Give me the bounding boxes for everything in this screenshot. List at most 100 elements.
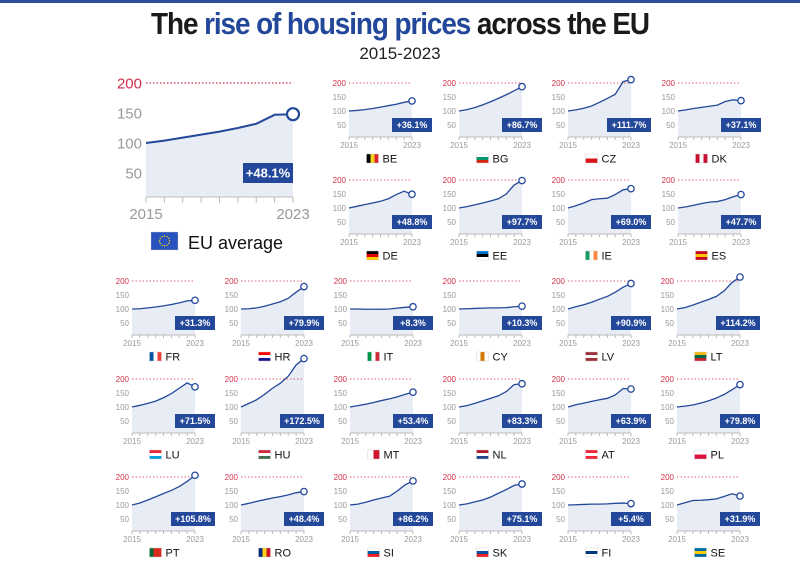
y-tick-label: 150 bbox=[443, 487, 457, 496]
y-tick-label: 150 bbox=[334, 291, 348, 300]
flag-stripe bbox=[694, 548, 707, 551]
flag-stripe bbox=[585, 554, 598, 557]
panel-lu: 50 100 150 200 2015 2023 +71.5% LU bbox=[116, 375, 215, 462]
change-badge bbox=[284, 512, 324, 526]
end-point-marker bbox=[627, 75, 635, 84]
eu-star bbox=[168, 237, 170, 240]
y-tick-label: 50 bbox=[447, 121, 456, 130]
y-tick-label: 100 bbox=[443, 204, 457, 213]
x-tick-label: 2023 bbox=[513, 141, 531, 150]
y-tick-label: 50 bbox=[666, 218, 675, 227]
series-line bbox=[677, 193, 742, 209]
change-label: +48.4% bbox=[289, 514, 320, 524]
change-label: +75.1% bbox=[507, 514, 538, 524]
flag-stripe bbox=[695, 251, 708, 254]
flag-stripe bbox=[694, 454, 707, 459]
y-tick-label: 200 bbox=[552, 79, 566, 88]
change-badge bbox=[720, 414, 760, 428]
y-tick-label: 200 bbox=[443, 473, 457, 482]
x-tick-label: 2015 bbox=[123, 535, 141, 544]
y-tick-label: 150 bbox=[116, 291, 130, 300]
end-point-marker bbox=[408, 97, 416, 105]
flag-stripe bbox=[258, 358, 271, 361]
change-label: +48.8% bbox=[397, 217, 428, 227]
end-point-marker bbox=[300, 354, 308, 363]
flag-stripe bbox=[476, 352, 481, 361]
eu-star bbox=[159, 237, 161, 240]
flag-icon bbox=[366, 153, 379, 164]
x-tick-label: 2015 bbox=[668, 339, 686, 348]
x-tick-label: 2023 bbox=[404, 437, 422, 446]
series-line bbox=[348, 100, 413, 112]
x-tick-label: 2023 bbox=[731, 437, 749, 446]
flag-stripe bbox=[366, 257, 379, 260]
end-point-marker bbox=[518, 176, 526, 185]
end-point-marker bbox=[518, 379, 526, 388]
change-badge bbox=[611, 215, 651, 229]
y-tick-label: 50 bbox=[556, 121, 565, 130]
country-label: EU average bbox=[188, 233, 283, 253]
panel-si: 50 100 150 200 2015 2023 +86.2% SI bbox=[334, 473, 433, 560]
flag-icon bbox=[150, 231, 179, 251]
y-tick-label: 50 bbox=[665, 515, 674, 524]
y-tick-label: 100 bbox=[552, 501, 566, 510]
x-tick-label: 2023 bbox=[186, 535, 204, 544]
flag-stripe bbox=[694, 450, 707, 455]
x-tick-label: 2015 bbox=[341, 535, 359, 544]
panel-fr: 50 100 150 200 2015 2023 +31.3% FR bbox=[116, 277, 215, 364]
panel-eu-average: 50 100 150 200 2015 2023 +48.1% EU average bbox=[117, 75, 310, 253]
change-label: +105.8% bbox=[175, 514, 211, 524]
y-tick-label: 200 bbox=[333, 176, 347, 185]
panel-hu: 50 100 150 200 2015 2023 +172.5% HU bbox=[225, 354, 324, 462]
flag-stripe bbox=[476, 453, 489, 456]
flag-border bbox=[585, 153, 598, 164]
flag-border bbox=[476, 153, 489, 164]
flag-stripe bbox=[366, 254, 379, 257]
y-tick-label: 150 bbox=[661, 487, 675, 496]
series-line bbox=[131, 474, 196, 506]
y-tick-label: 50 bbox=[229, 515, 238, 524]
flag-stripe bbox=[484, 352, 489, 361]
y-tick-label: 150 bbox=[333, 93, 347, 102]
y-tick-label: 200 bbox=[552, 277, 566, 286]
change-label: +114.2% bbox=[720, 318, 755, 328]
y-tick-label: 200 bbox=[333, 79, 347, 88]
flag-icon bbox=[149, 449, 162, 460]
flag-border bbox=[476, 449, 489, 460]
change-badge bbox=[611, 316, 651, 330]
x-tick-label: 2023 bbox=[622, 535, 640, 544]
series-line bbox=[567, 79, 632, 112]
x-tick-label: 2015 bbox=[450, 535, 468, 544]
x-tick-label: 2015 bbox=[450, 339, 468, 348]
panel-cy: 50 100 150 200 2015 2023 +10.3% CY bbox=[443, 277, 542, 364]
title-highlight: rise of housing prices bbox=[204, 6, 471, 41]
end-point-marker bbox=[737, 96, 745, 105]
eu-star bbox=[159, 242, 161, 245]
flag-border bbox=[695, 250, 708, 261]
panel-ro: 50 100 150 200 2015 2023 +48.4% RO bbox=[225, 473, 324, 560]
flag-border bbox=[694, 547, 707, 558]
flag-stripe bbox=[695, 257, 708, 260]
y-tick-label: 50 bbox=[337, 218, 346, 227]
flag-border bbox=[258, 547, 271, 558]
country-label: HU bbox=[275, 450, 291, 462]
flag-stripe bbox=[585, 551, 598, 554]
country-label: BE bbox=[383, 154, 398, 166]
flag-stripe bbox=[149, 450, 162, 453]
y-tick-label: 150 bbox=[225, 389, 239, 398]
country-label: PL bbox=[711, 450, 724, 462]
change-badge bbox=[502, 414, 542, 428]
change-label: +86.2% bbox=[398, 514, 429, 524]
end-point-marker bbox=[627, 499, 635, 508]
y-tick-label: 150 bbox=[552, 190, 566, 199]
panel-de: 50 100 150 200 2015 2023 +48.8% DE bbox=[333, 176, 432, 263]
y-tick-label: 100 bbox=[334, 305, 348, 314]
flag-stripe bbox=[585, 355, 598, 358]
x-tick-label: 2023 bbox=[276, 206, 309, 223]
chart-subtitle: 2015-2023 bbox=[359, 44, 441, 63]
y-tick-label: 100 bbox=[225, 501, 239, 510]
flag-icon bbox=[694, 351, 707, 362]
flag-border bbox=[258, 449, 271, 460]
country-label: EE bbox=[493, 251, 508, 263]
eu-star bbox=[168, 240, 171, 242]
